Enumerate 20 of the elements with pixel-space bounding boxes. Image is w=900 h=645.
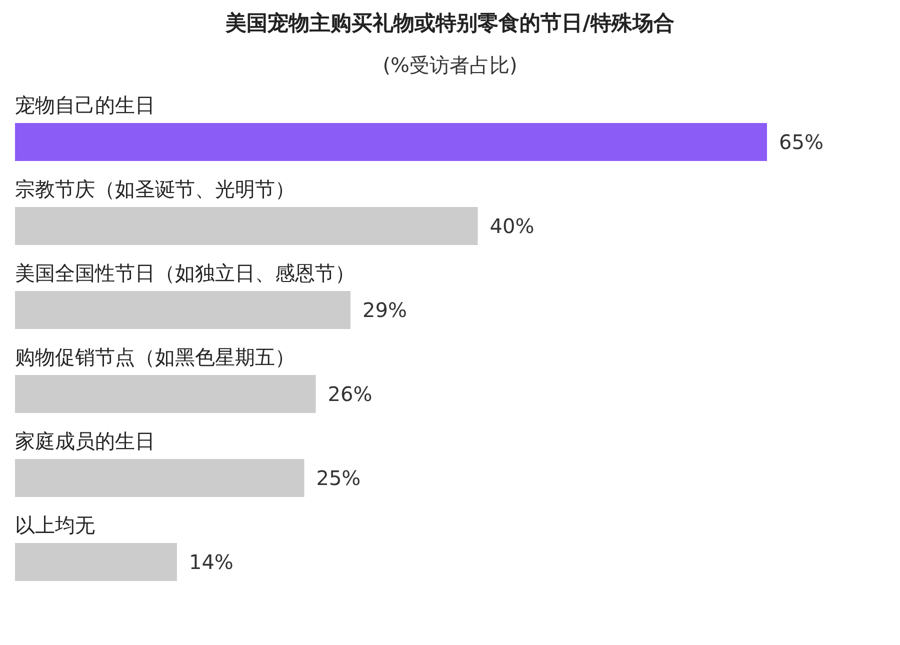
y-tick-label: 购物促销节点（如黑色星期五） bbox=[15, 345, 295, 369]
y-tick-label: 宗教节庆（如圣诞节、光明节） bbox=[15, 177, 295, 201]
chart-title: 美国宠物主购买礼物或特别零食的节日/特殊场合 bbox=[224, 11, 674, 35]
chart-subtitle: (%受访者占比) bbox=[382, 53, 518, 77]
y-tick-label: 以上均无 bbox=[15, 513, 95, 537]
bar bbox=[15, 207, 478, 245]
y-tick-label: 宠物自己的生日 bbox=[15, 93, 155, 117]
bar bbox=[15, 459, 304, 497]
bar bbox=[15, 543, 177, 581]
y-tick-label: 家庭成员的生日 bbox=[15, 429, 155, 453]
data-label: 29% bbox=[362, 298, 407, 322]
bar bbox=[15, 123, 767, 161]
bar bbox=[15, 291, 351, 329]
data-label: 40% bbox=[490, 214, 534, 238]
bar bbox=[15, 375, 316, 413]
data-label: 14% bbox=[188, 550, 234, 574]
y-tick-label: 美国全国性节日（如独立日、感恩节） bbox=[15, 261, 355, 285]
data-label: 65% bbox=[779, 130, 824, 154]
data-label: 26% bbox=[328, 382, 372, 406]
data-label: 25% bbox=[316, 466, 361, 490]
